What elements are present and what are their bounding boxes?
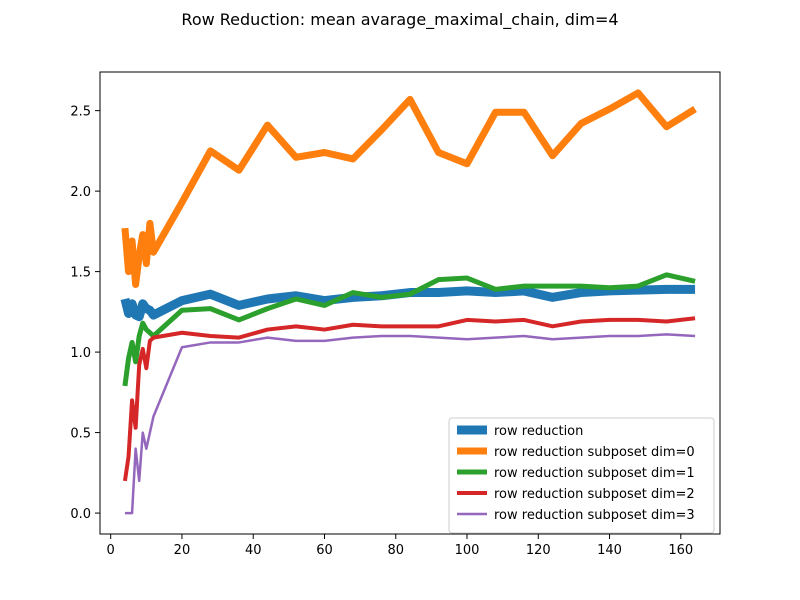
x-tick-label: 160	[668, 543, 693, 558]
y-tick-label: 0.5	[70, 427, 91, 442]
y-tick-label: 1.0	[70, 346, 91, 361]
legend-label-1: row reduction subposet dim=0	[494, 445, 695, 460]
y-tick-label: 2.0	[70, 185, 91, 200]
series-line-3	[122, 316, 696, 482]
plot-area	[120, 89, 697, 515]
series-line-0	[120, 284, 696, 322]
series-line-1	[121, 89, 697, 288]
legend-box	[448, 417, 715, 534]
axes-frame	[99, 71, 721, 535]
x-tick-label: 120	[526, 543, 551, 558]
x-tick-label: 0	[107, 543, 115, 558]
axes: 0 20 40 60 80 100 120 140 160 0.0 0.5 1.0 1.5 2.0 2.5	[70, 71, 721, 558]
y-tick-label: 1.5	[70, 266, 91, 281]
series-line-4	[124, 333, 696, 515]
series-line-2	[122, 272, 696, 387]
legend-label-3: row reduction subposet dim=2	[494, 487, 695, 502]
x-tick-label: 80	[387, 543, 404, 558]
legend-label-2: row reduction subposet dim=1	[494, 466, 695, 481]
x-tick-label: 20	[174, 543, 191, 558]
x-tick-label: 40	[245, 543, 262, 558]
x-tick-label: 60	[316, 543, 333, 558]
y-tick-label: 2.5	[70, 105, 91, 120]
x-tick-label: 140	[597, 543, 622, 558]
chart-title: Row Reduction: mean avarage_maximal_chai…	[181, 10, 618, 30]
legend: row reduction row reduction subposet dim=…	[448, 417, 715, 534]
legend-label-0: row reduction	[494, 424, 583, 439]
y-tick-label: 0.0	[70, 507, 91, 522]
series-lines	[120, 89, 697, 515]
legend-label-4: row reduction subposet dim=3	[494, 508, 695, 523]
x-tick-label: 100	[455, 543, 480, 558]
